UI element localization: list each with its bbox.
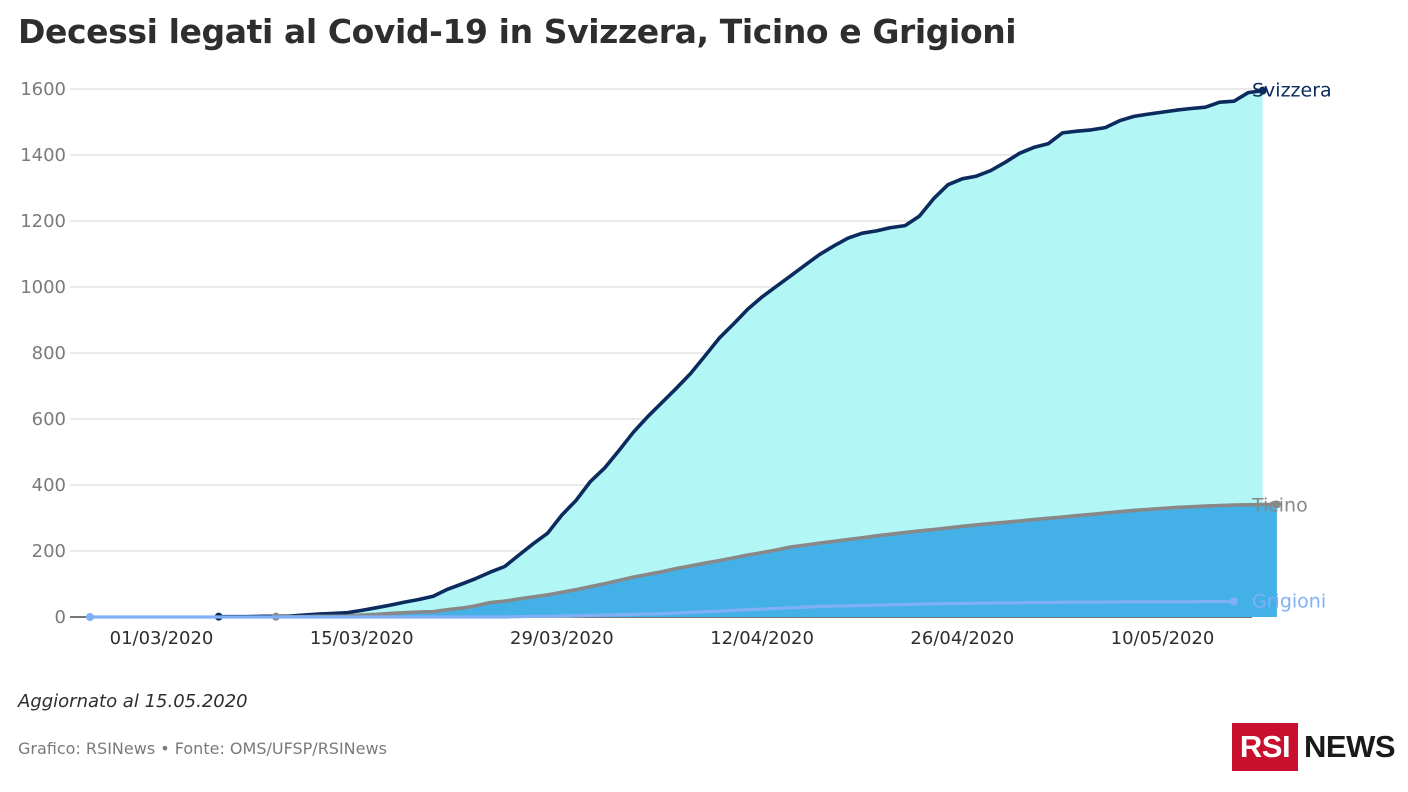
grigioni-series-label: Grigioni	[1252, 590, 1326, 612]
y-tick-label: 0	[55, 607, 66, 628]
x-tick-label: 26/04/2020	[910, 628, 1014, 649]
logo-rsi: RSI	[1232, 723, 1298, 771]
grigioni-start-dot	[86, 613, 94, 621]
axis-labels: 0 200 400 600 800 1000 1200 1400 1600 01/03/2020 1…	[20, 79, 1214, 649]
y-tick-label: 1400	[20, 145, 66, 166]
x-tick-label: 29/03/2020	[510, 628, 614, 649]
source-credit: Grafico: RSINews • Fonte: OMS/UFSP/RSINe…	[18, 739, 387, 758]
y-tick-label: 1000	[20, 277, 66, 298]
ticino-area	[275, 504, 1277, 617]
grigioni-end-dot	[1230, 597, 1238, 606]
ticino-series-label: Ticino	[1251, 494, 1308, 516]
area-chart: 0 200 400 600 800 1000 1200 1400 1600 01/03/2020 1…	[20, 79, 1332, 649]
logo-news: NEWS	[1304, 729, 1396, 764]
series-labels: Svizzera Ticino Grigioni	[1251, 80, 1332, 613]
y-tick-label: 800	[32, 343, 66, 364]
ticino-end-dot	[1272, 500, 1281, 509]
y-tick-label: 600	[32, 409, 66, 430]
y-tick-label: 200	[32, 541, 66, 562]
ticino-line	[274, 502, 1279, 619]
y-tick-label: 400	[32, 475, 66, 496]
svizzera-end-dot	[1258, 86, 1267, 95]
x-tick-label: 01/03/2020	[110, 628, 214, 649]
svizzera-area	[218, 90, 1263, 618]
rsi-news-logo: RSI NEWS	[1232, 723, 1396, 771]
svizzera-series-label: Svizzera	[1252, 80, 1332, 102]
area-fills	[218, 90, 1277, 618]
x-tick-label: 12/04/2020	[710, 628, 814, 649]
x-tick-label: 15/03/2020	[310, 628, 414, 649]
svizzera-line	[216, 88, 1265, 619]
chart-title: Decessi legati al Covid-19 in Svizzera, …	[18, 12, 1017, 51]
grigioni-line	[88, 599, 1236, 619]
update-date: Aggiornato al 15.05.2020	[18, 691, 248, 712]
y-tick-label: 1600	[20, 79, 66, 100]
series-lines	[86, 86, 1281, 621]
x-tick-label: 10/05/2020	[1111, 628, 1215, 649]
y-tick-label: 1200	[20, 211, 66, 232]
